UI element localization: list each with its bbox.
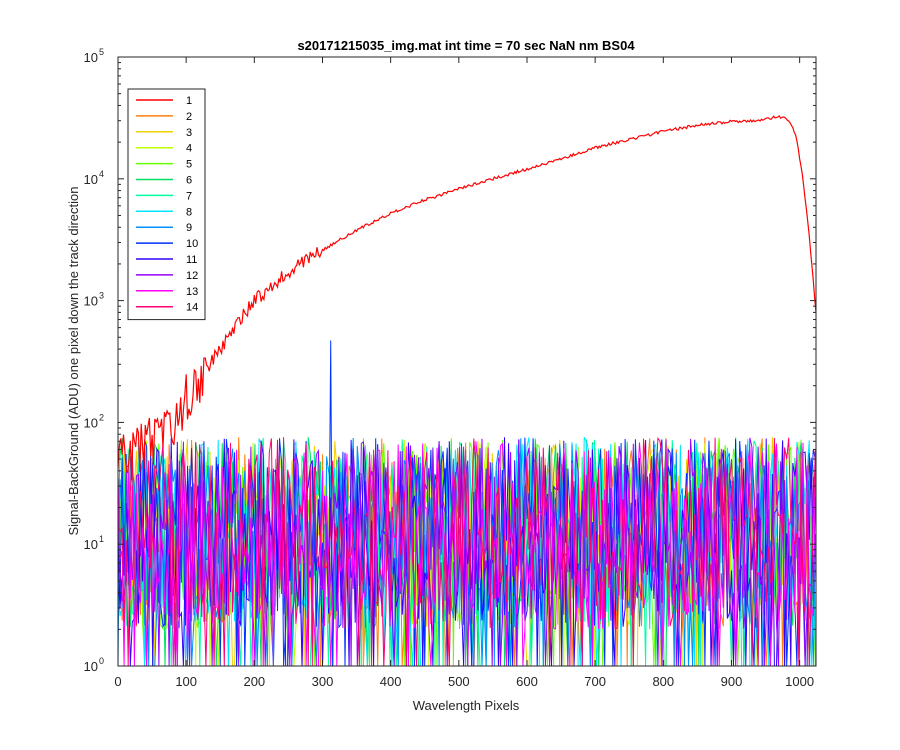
series-layer [118,115,816,666]
series-line-1 [118,115,816,481]
y-tick-exponent: 5 [99,47,104,57]
x-tick-label: 800 [652,674,674,689]
legend-label-1: 1 [186,95,192,107]
x-tick-label: 0 [114,674,121,689]
x-tick-label: 200 [243,674,265,689]
legend-label-10: 10 [186,238,198,250]
axes-box [117,56,817,667]
y-tick-exponent: 2 [99,412,104,422]
y-tick-label: 10 [84,537,98,552]
legend-label-7: 7 [186,190,192,202]
x-tick-label: 500 [448,674,470,689]
x-tick-label: 700 [584,674,606,689]
y-tick-exponent: 1 [99,534,104,544]
x-tick-label: 100 [175,674,197,689]
legend-label-14: 14 [186,302,198,314]
x-axis: 0 100 200 300 400 500 600 700 800 900 1000 [114,57,814,689]
legend-label-8: 8 [186,206,192,218]
x-tick-label: 400 [380,674,402,689]
legend-label-5: 5 [186,159,192,171]
y-tick-exponent: 3 [99,291,104,301]
legend-label-11: 11 [186,254,197,266]
x-tick-label: 900 [721,674,743,689]
x-axis-label: Wavelength Pixels [413,698,520,713]
series-line-14 [118,436,816,666]
legend-label-4: 4 [186,143,192,155]
y-tick-exponent: 4 [99,169,104,179]
x-tick-label: 300 [312,674,334,689]
legend-label-9: 9 [186,222,192,234]
legend-label-6: 6 [186,175,192,187]
y-tick-label: 10 [84,50,98,65]
x-tick-label: 1000 [785,674,814,689]
y-tick-label: 10 [84,415,98,430]
y-tick-exponent: 0 [99,656,104,666]
legend-label-2: 2 [186,111,192,123]
legend-box [127,88,206,321]
y-tick-label: 10 [84,294,98,309]
y-tick-label: 10 [84,172,98,187]
legend-label-12: 12 [186,270,198,282]
y-tick-label: 10 [84,659,98,674]
legend-label-13: 13 [186,286,198,298]
legend-label-3: 3 [186,127,192,139]
y-axis-label: Signal-BackGround (ADU) one pixel down t… [66,186,81,535]
x-tick-label: 600 [516,674,538,689]
chart-title: s20171215035_img.mat int time = 70 sec N… [297,38,635,53]
